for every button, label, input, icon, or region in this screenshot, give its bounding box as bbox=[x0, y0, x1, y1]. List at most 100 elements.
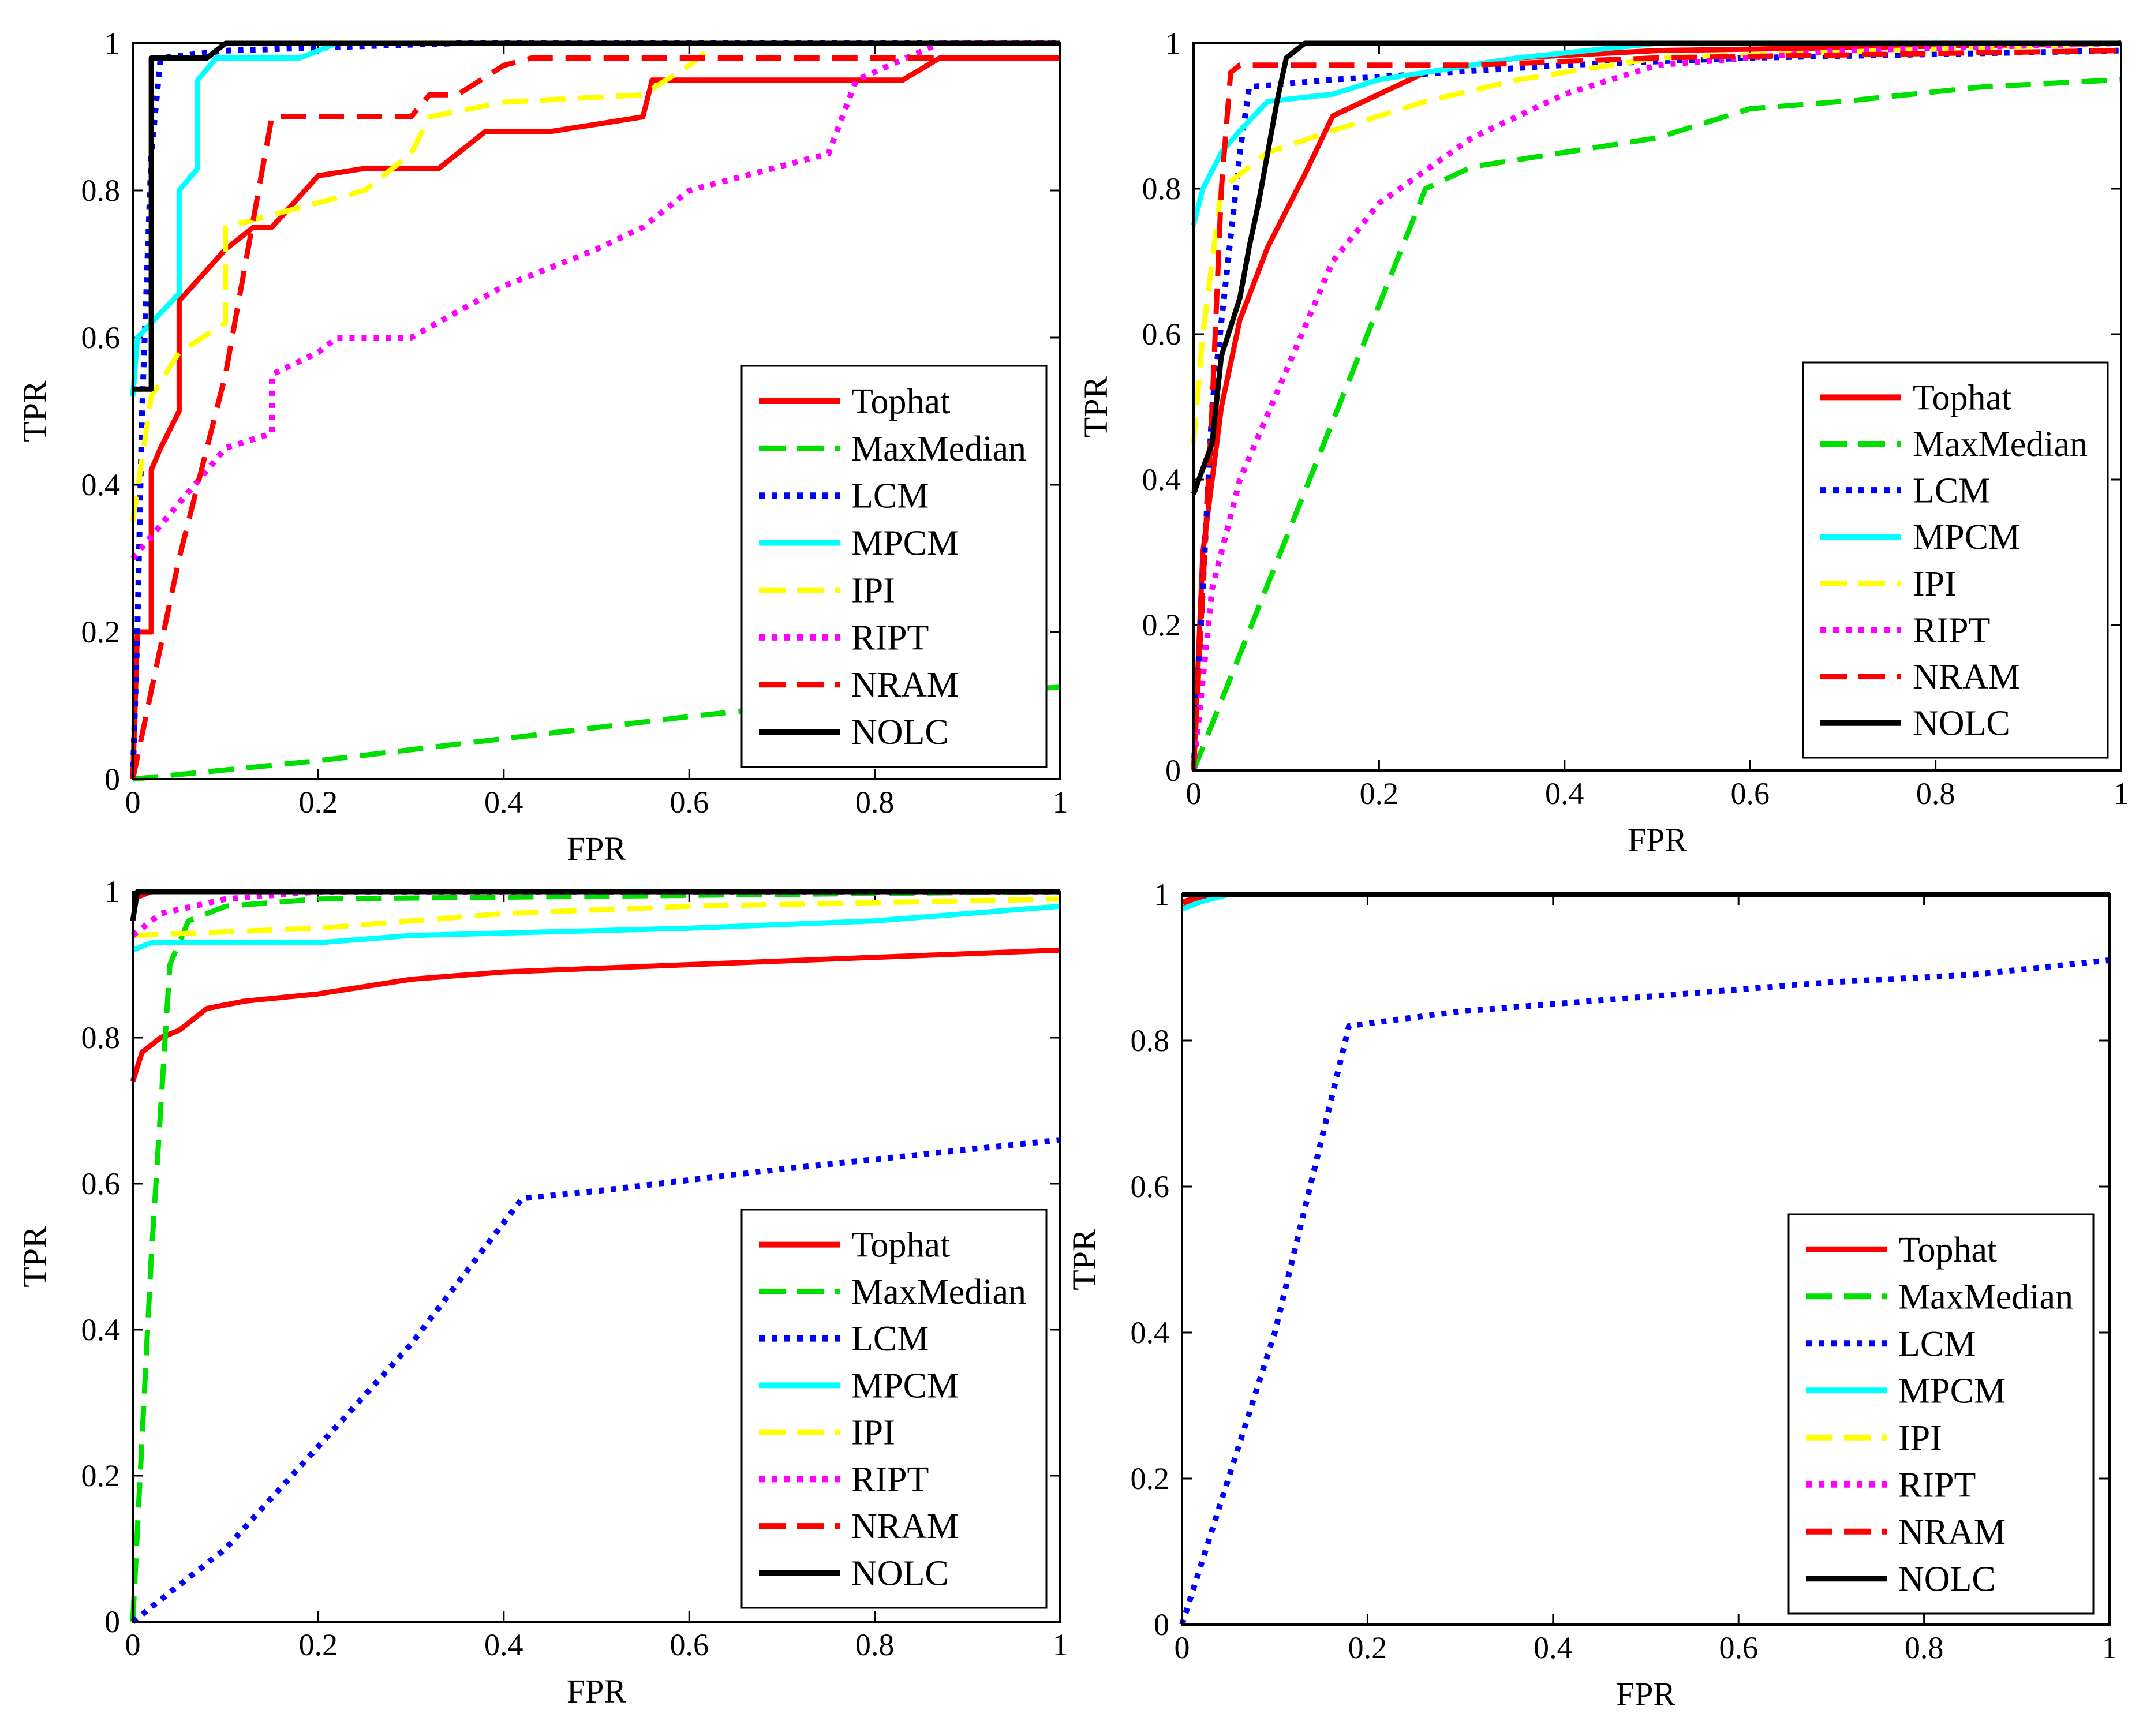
x-axis-label: FPR bbox=[1616, 1675, 1676, 1713]
x-tick-label: 0.4 bbox=[484, 785, 523, 820]
x-tick-label: 0.2 bbox=[1348, 1630, 1387, 1665]
legend: Tophat MaxMedian LCM MPCM IPI RIPT NRAM NOLC bbox=[1802, 361, 2109, 759]
x-axis-label: FPR bbox=[567, 830, 627, 867]
axes-frame bbox=[132, 42, 1061, 780]
series-line-nolc bbox=[1191, 40, 2121, 495]
series-line-ript bbox=[130, 889, 1060, 938]
legend-label-maxmedian: MaxMedian bbox=[1913, 425, 2088, 464]
chart-panel-bottom-left: 0 0.2 0.4 0.6 0.8 1 0 0.2 0.4 0.6 0.8 1 FPR TPR Tophat… bbox=[16, 874, 1068, 1710]
series-line-lcm bbox=[1191, 47, 2122, 771]
x-tick-label: 0.2 bbox=[299, 1628, 338, 1662]
legend-label-maxmedian: MaxMedian bbox=[851, 1273, 1026, 1312]
x-tick-label: 0.4 bbox=[484, 1628, 523, 1662]
y-tick-label: 0.4 bbox=[81, 467, 121, 502]
x-tick-label: 0.4 bbox=[1534, 1630, 1573, 1665]
legend: Tophat MaxMedian LCM MPCM IPI RIPT NRAM NOLC bbox=[740, 365, 1048, 768]
x-tick-label: 1 bbox=[2114, 776, 2129, 811]
y-tick-label: 1 bbox=[104, 26, 120, 61]
y-tick-label: 0.4 bbox=[1131, 1315, 1170, 1350]
x-tick-label: 0.6 bbox=[670, 1628, 709, 1662]
x-tick-label: 0.8 bbox=[1905, 1630, 1944, 1665]
x-tick-label: 0.8 bbox=[855, 1628, 895, 1662]
y-tick-label: 0.2 bbox=[81, 615, 121, 649]
y-tick-label: 0 bbox=[1165, 753, 1181, 788]
x-axis-label: FPR bbox=[1628, 821, 1688, 859]
legend-label-ript: RIPT bbox=[1898, 1465, 1976, 1505]
y-tick-label: 0.6 bbox=[1131, 1169, 1170, 1204]
x-tick-label: 0.4 bbox=[1545, 776, 1584, 811]
legend-box bbox=[1787, 1213, 2095, 1615]
legend-box bbox=[1802, 361, 2109, 759]
legend-label-nram: NRAM bbox=[1913, 657, 2020, 697]
series-line-ipi bbox=[132, 896, 1061, 938]
x-tick-label: 1 bbox=[1053, 1628, 1068, 1662]
y-tick-label: 0.6 bbox=[1142, 317, 1181, 351]
legend-label-lcm: LCM bbox=[851, 1319, 929, 1359]
axes-frame bbox=[1181, 893, 2111, 1626]
y-tick-label: 0 bbox=[104, 762, 120, 796]
legend-label-lcm: LCM bbox=[1913, 472, 1990, 511]
x-tick-label: 0.2 bbox=[299, 785, 338, 820]
legend-label-ipi: IPI bbox=[1898, 1419, 1942, 1458]
x-axis-label: FPR bbox=[567, 1673, 627, 1710]
legend-label-maxmedian: MaxMedian bbox=[1898, 1277, 2073, 1316]
y-tick-label: 0.2 bbox=[81, 1458, 121, 1493]
series-line-mpcm bbox=[1191, 40, 2121, 226]
series-line-nram bbox=[1181, 892, 1785, 905]
y-tick-label: 0.8 bbox=[1142, 171, 1181, 206]
legend-label-ipi: IPI bbox=[851, 1413, 895, 1453]
series-line-nram bbox=[130, 55, 1060, 780]
legend-label-ript: RIPT bbox=[1913, 611, 1990, 650]
y-tick-label: 0.6 bbox=[81, 320, 121, 355]
legend-label-tophat: Tophat bbox=[1898, 1230, 1997, 1270]
y-tick-label: 1 bbox=[104, 874, 120, 909]
series-line-ipi bbox=[1191, 40, 2122, 444]
legend-label-mpcm: MPCM bbox=[1898, 1371, 2006, 1410]
y-tick-label: 0.2 bbox=[1142, 608, 1181, 642]
legend: Tophat MaxMedian LCM MPCM IPI RIPT NRAM NOLC bbox=[740, 1209, 1048, 1609]
legend-label-mpcm: MPCM bbox=[851, 1366, 959, 1405]
series-group bbox=[1191, 40, 2122, 772]
legend-box bbox=[740, 365, 1048, 768]
series-line-maxmedian bbox=[130, 889, 1061, 1622]
legend-label-nolc: NOLC bbox=[851, 713, 949, 752]
series-line-mpcm bbox=[132, 903, 1061, 953]
legend-label-nram: NRAM bbox=[1898, 1513, 2006, 1552]
legend-label-ipi: IPI bbox=[1913, 564, 1957, 604]
legend-label-nram: NRAM bbox=[851, 1507, 959, 1546]
y-tick-label: 0.6 bbox=[81, 1166, 121, 1201]
series-line-nram bbox=[1191, 48, 2122, 771]
axes-frame bbox=[1192, 42, 2122, 772]
y-tick-label: 0.8 bbox=[81, 173, 121, 208]
y-tick-label: 0.4 bbox=[81, 1312, 121, 1347]
series-line-lcm bbox=[130, 40, 1060, 780]
legend-label-maxmedian: MaxMedian bbox=[851, 429, 1026, 469]
legend-box bbox=[740, 1209, 1048, 1609]
x-tick-label: 1 bbox=[1053, 785, 1068, 820]
y-tick-label: 0.8 bbox=[1131, 1023, 1170, 1058]
y-tick-label: 0.8 bbox=[81, 1020, 121, 1055]
y-axis-label: TPR bbox=[16, 1226, 54, 1288]
x-tick-label: 0.2 bbox=[1360, 776, 1399, 811]
legend-label-lcm: LCM bbox=[1898, 1325, 1976, 1364]
legend-label-lcm: LCM bbox=[851, 477, 929, 516]
series-line-ript bbox=[130, 40, 1060, 560]
legend-label-nram: NRAM bbox=[851, 665, 959, 705]
x-tick-label: 0 bbox=[1186, 776, 1202, 811]
legend-label-nolc: NOLC bbox=[1898, 1559, 1996, 1599]
y-tick-label: 1 bbox=[1165, 26, 1181, 61]
y-tick-label: 0.4 bbox=[1142, 462, 1181, 497]
legend-label-tophat: Tophat bbox=[1913, 378, 2011, 417]
legend-label-mpcm: MPCM bbox=[1913, 518, 2020, 557]
legend-label-tophat: Tophat bbox=[851, 1226, 950, 1265]
y-axis-label: TPR bbox=[1077, 376, 1114, 438]
series-line-ript bbox=[1191, 40, 2122, 771]
series-line-mpcm bbox=[130, 40, 1060, 397]
x-tick-label: 0.8 bbox=[855, 785, 895, 820]
series-line-tophat bbox=[130, 947, 1061, 1083]
legend-label-nolc: NOLC bbox=[851, 1554, 949, 1593]
x-tick-label: 1 bbox=[2102, 1630, 2118, 1665]
chart-panel-top-left: 0 0.2 0.4 0.6 0.8 1 0 0.2 0.4 0.6 0.8 1 FPR TPR Tophat… bbox=[16, 26, 1068, 867]
legend-label-ript: RIPT bbox=[851, 618, 929, 657]
